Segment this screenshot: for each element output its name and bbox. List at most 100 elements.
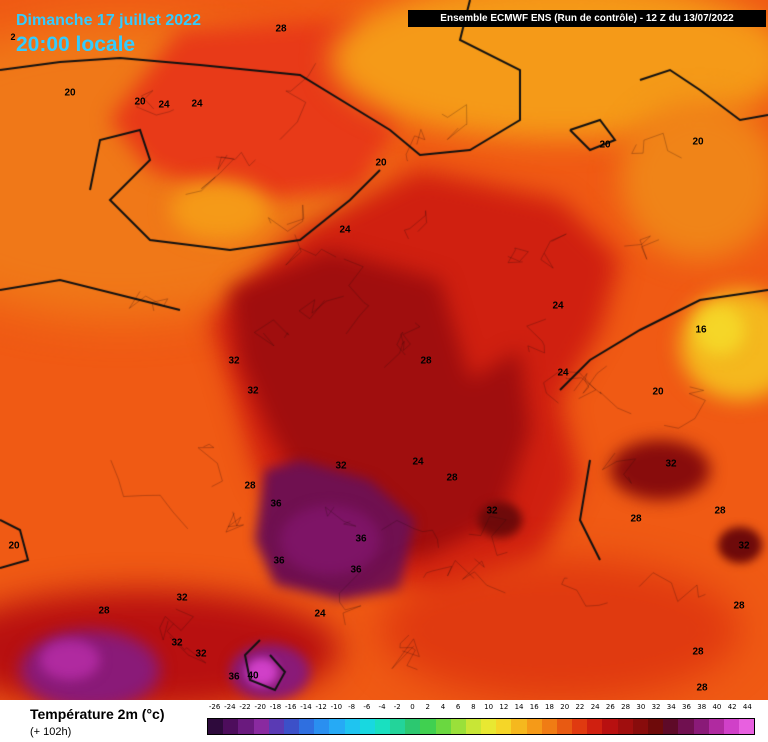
color-scale-tick: -8 [348,703,355,711]
color-scale-swatch [481,719,496,734]
forecast-time: 20:00 locale [16,33,135,57]
model-run-banner: Ensemble ECMWF ENS (Run de contrôle) - 1… [408,10,766,27]
color-scale-swatch [466,719,481,734]
color-scale-swatch [436,719,451,734]
color-scale-swatch [557,719,572,734]
map-value-label: 24 [191,99,202,110]
map-value-label: 32 [247,386,258,397]
color-scale-tick: 34 [667,703,676,711]
color-scale-tick: 26 [606,703,615,711]
color-scale-tick: 2 [425,703,429,711]
color-scale-tick: 22 [575,703,584,711]
map-value-label: 24 [552,301,563,312]
color-scale-tick: -12 [315,703,326,711]
color-scale-ticks: -26 -24 -22 -20 -18 -16 -14 -12 -10 -8 -6 -4 -2 0 2 4 6 8… [207,703,755,715]
legend-footer: Température 2m (°c) (+ 102h) -26 -24 -22 -2… [0,700,768,742]
color-scale-tick: -14 [300,703,311,711]
color-scale-tick: 40 [712,703,721,711]
color-scale-swatch [451,719,466,734]
map-value-label: 20 [599,140,610,151]
map-value-label: 24 [339,225,350,236]
map-value-label: 20 [64,88,75,99]
color-scale-tick: -20 [255,703,266,711]
map-value-label: 24 [314,609,325,620]
map-value-label: 32 [665,459,676,470]
map-value-label: 2 [10,32,15,42]
color-scale-tick: 32 [652,703,661,711]
color-scale-swatch [223,719,238,734]
color-scale-tick: 12 [499,703,508,711]
color-scale-tick: -24 [224,703,235,711]
color-scale-tick: 30 [636,703,645,711]
color-scale-tick: -4 [379,703,386,711]
color-scale-swatch [269,719,284,734]
color-scale-swatch [496,719,511,734]
map-value-label: 36 [273,556,284,567]
map-value-label: 20 [375,158,386,169]
color-scale-swatch [299,719,314,734]
map-value-label: 20 [8,541,19,552]
temperature-map[interactable] [0,0,768,700]
color-scale-tick: 18 [545,703,554,711]
color-scale-tick: 16 [530,703,539,711]
map-value-label: 28 [98,606,109,617]
map-value-label: 28 [733,601,744,612]
map-value-label: 28 [630,514,641,525]
color-scale-tick: 20 [560,703,569,711]
map-value-label: 36 [350,565,361,576]
color-scale-swatch [709,719,724,734]
color-scale-tick: 4 [441,703,445,711]
color-scale-tick: -26 [209,703,220,711]
color-scale-tick: 0 [410,703,414,711]
color-scale-swatch [329,719,344,734]
color-scale-tick: 28 [621,703,630,711]
map-value-label: 16 [695,325,706,336]
map-value-label: 32 [738,541,749,552]
color-scale-tick: -10 [331,703,342,711]
color-scale-swatch [724,719,739,734]
color-scale-swatch [572,719,587,734]
color-scale-tick: 38 [697,703,706,711]
color-scale-tick: 6 [456,703,460,711]
map-value-label: 32 [195,649,206,660]
map-value-label: 28 [244,481,255,492]
color-scale-swatch [238,719,253,734]
color-scale: -26 -24 -22 -20 -18 -16 -14 -12 -10 -8 -6 -4 -2 0 2 4 6 8… [207,700,755,742]
model-run-text: Ensemble ECMWF ENS (Run de contrôle) - 1… [440,13,733,24]
color-scale-tick: 36 [682,703,691,711]
map-value-label: 20 [652,387,663,398]
map-value-label: 20 [134,97,145,108]
forecast-date: Dimanche 17 juillet 2022 [16,12,201,30]
color-scale-swatch [542,719,557,734]
color-scale-swatch [602,719,617,734]
color-scale-swatch [587,719,602,734]
map-value-label: 32 [486,506,497,517]
color-scale-tick: 14 [515,703,524,711]
color-scale-tick: 24 [591,703,600,711]
color-scale-tick: -2 [394,703,401,711]
map-value-label: 36 [228,672,239,683]
color-scale-swatch [739,719,754,734]
map-value-label: 28 [696,683,707,694]
variable-name: Température 2m (°c) [30,706,165,722]
color-scale-tick: -18 [270,703,281,711]
map-value-label: 28 [420,356,431,367]
color-scale-swatch [345,719,360,734]
color-scale-tick: -6 [363,703,370,711]
color-scale-swatch [405,719,420,734]
map-value-label: 28 [692,647,703,658]
map-value-label: 20 [692,137,703,148]
map-value-label: 28 [714,506,725,517]
map-value-label: 32 [171,638,182,649]
color-scale-tick: -22 [239,703,250,711]
color-scale-tick: 44 [743,703,752,711]
color-scale-swatch [663,719,678,734]
map-value-label: 24 [412,457,423,468]
map-value-label: 32 [176,593,187,604]
map-value-label: 40 [247,671,258,682]
color-scale-swatch [284,719,299,734]
color-scale-swatch [618,719,633,734]
map-value-label: 24 [158,100,169,111]
color-scale-bar [207,718,755,735]
